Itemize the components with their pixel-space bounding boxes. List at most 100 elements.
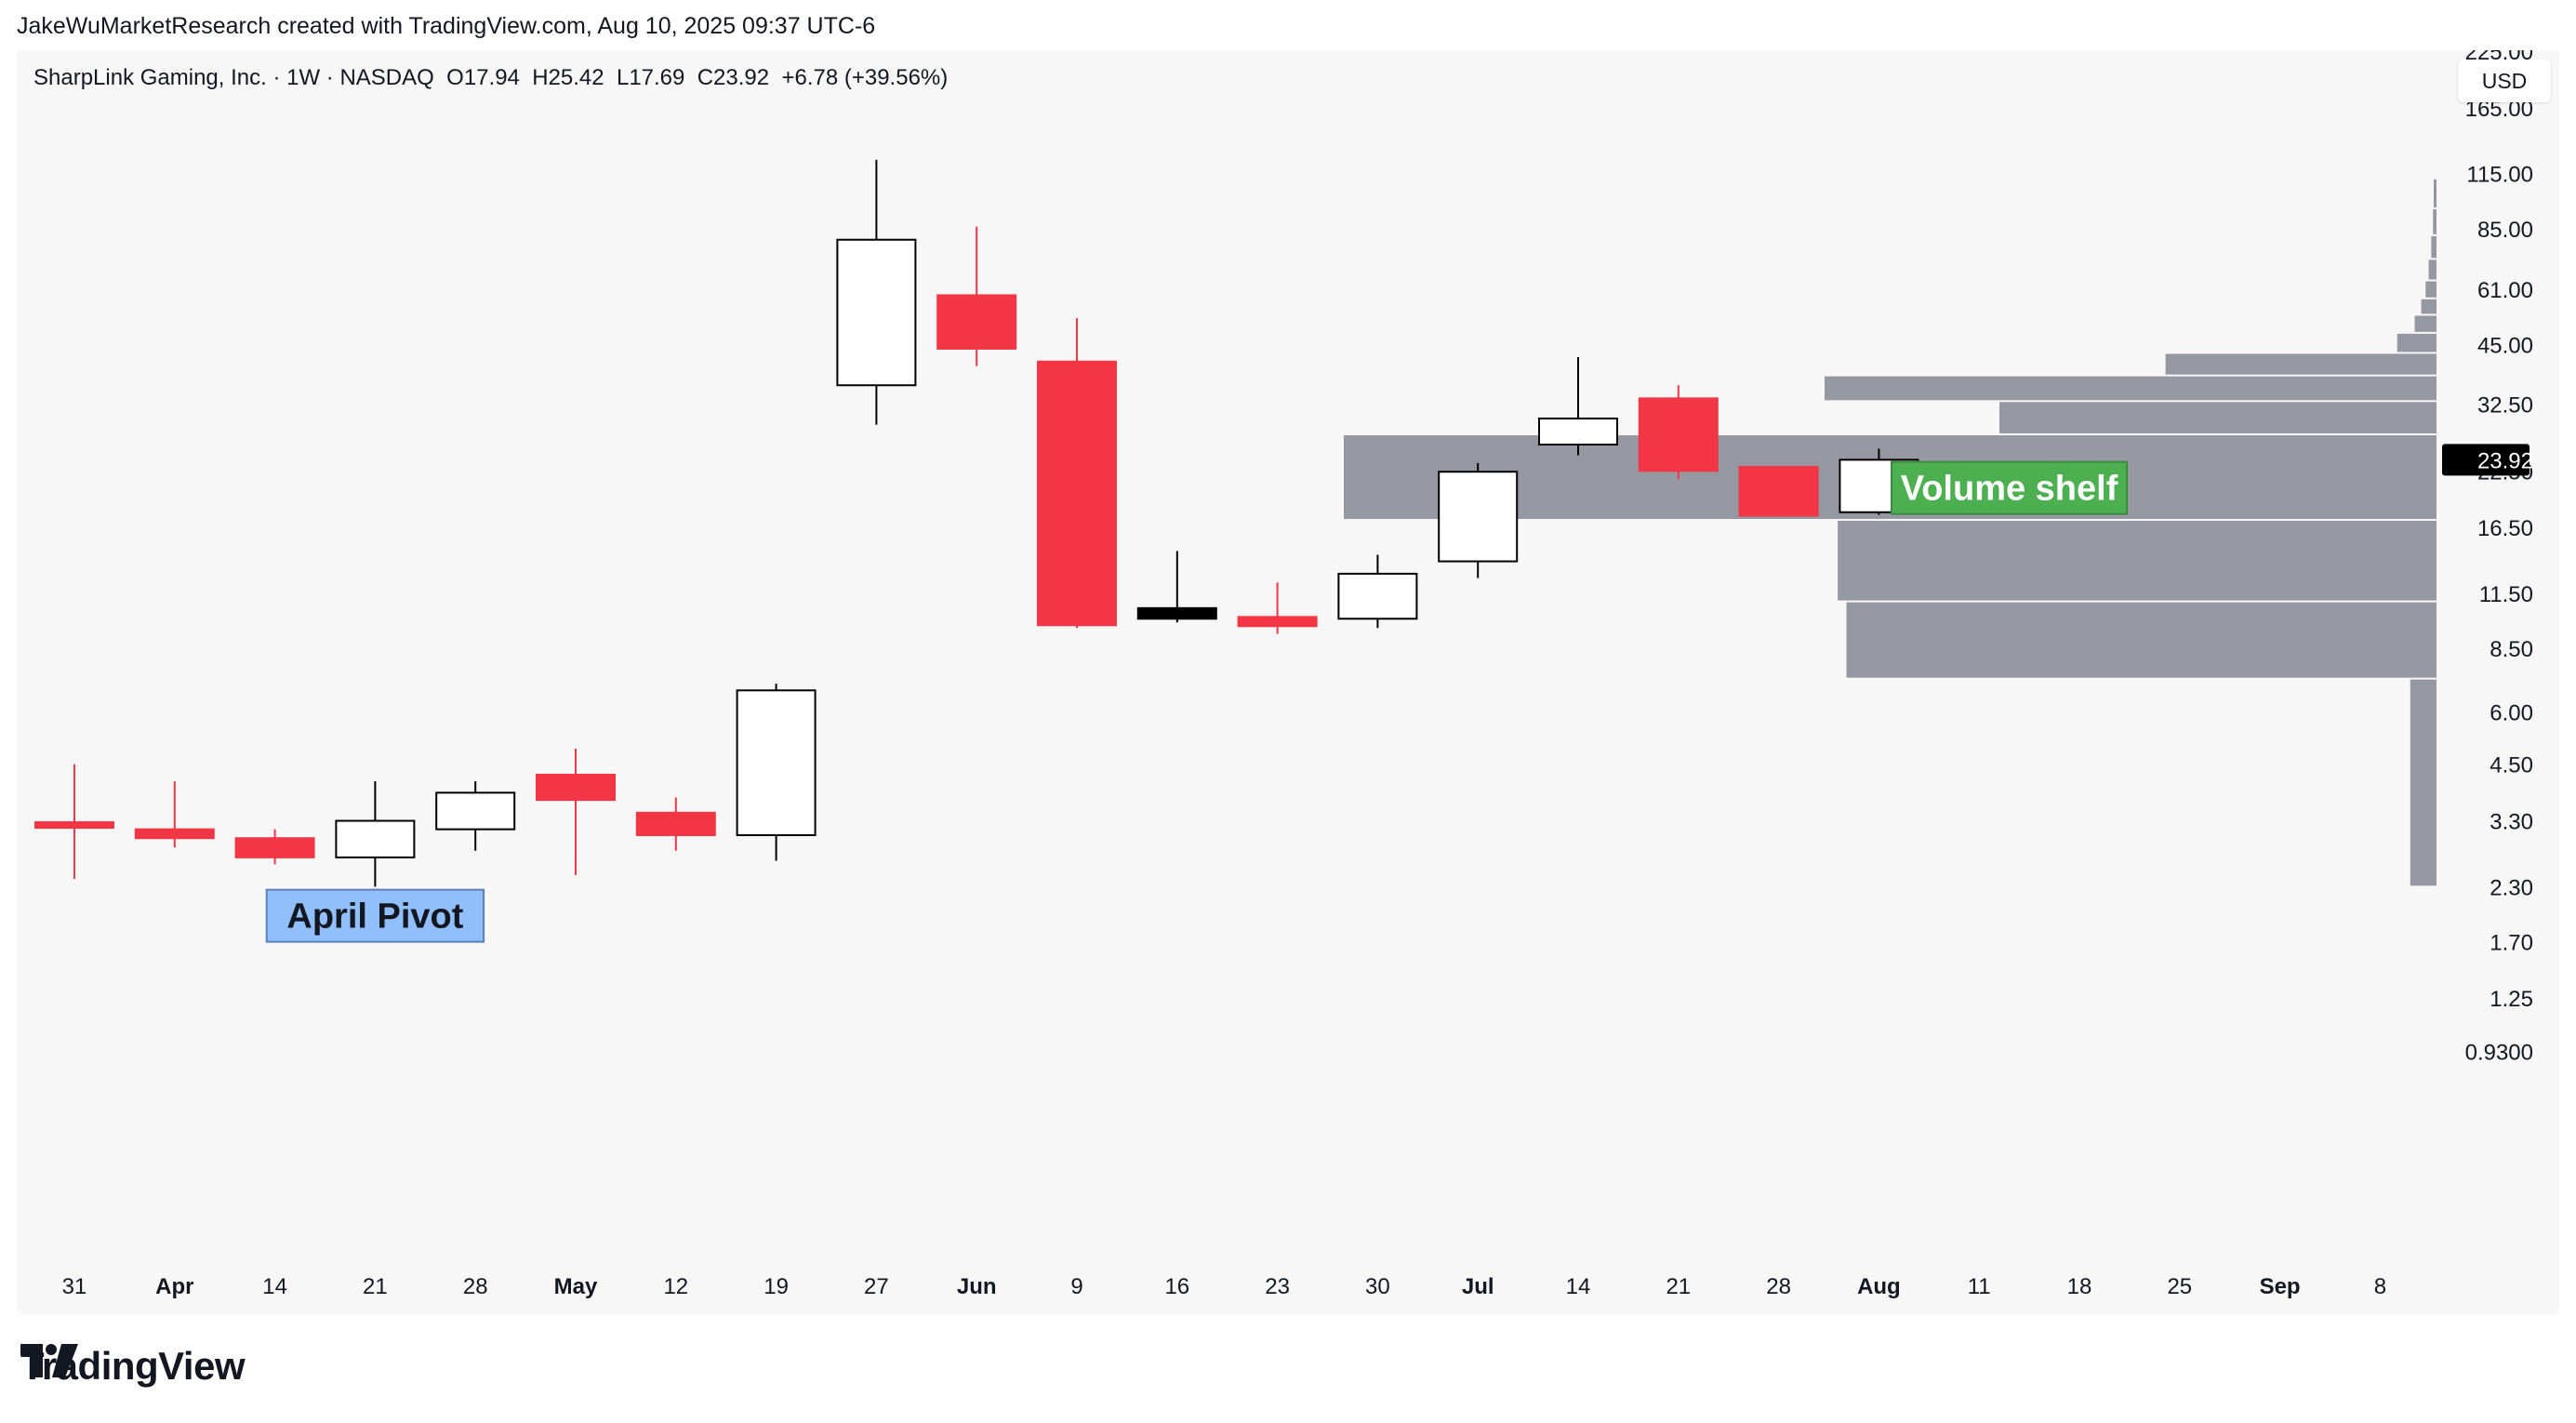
price-tick-label: 6.00 bbox=[2490, 700, 2533, 725]
volume-profile-bar bbox=[2397, 333, 2437, 352]
candle bbox=[635, 797, 716, 851]
volume-profile bbox=[1344, 179, 2437, 886]
price-tick-label: 2.30 bbox=[2490, 875, 2533, 900]
time-tick-label: 12 bbox=[663, 1274, 688, 1299]
time-tick-label: 28 bbox=[1766, 1274, 1791, 1299]
candle-body bbox=[936, 294, 1017, 350]
volume-profile-bar bbox=[2428, 259, 2437, 280]
price-tick-label: 11.50 bbox=[2479, 582, 2533, 607]
candle bbox=[736, 684, 817, 861]
candle-body bbox=[234, 837, 315, 858]
candle bbox=[936, 226, 1017, 366]
price-tick-label: 32.50 bbox=[2477, 392, 2533, 418]
candle-body bbox=[1337, 572, 1418, 620]
candle bbox=[34, 764, 114, 879]
candle-body bbox=[335, 819, 416, 858]
time-tick-label: 19 bbox=[764, 1274, 789, 1299]
volume-profile-bar bbox=[2434, 179, 2437, 208]
tradingview-logo[interactable]: TradingView bbox=[20, 1344, 246, 1389]
candle-body bbox=[836, 238, 917, 387]
candle-body bbox=[435, 791, 516, 831]
volume-profile-bar bbox=[2414, 315, 2437, 332]
candle bbox=[1337, 554, 1418, 629]
price-tick-label: 1.70 bbox=[2490, 931, 2533, 956]
time-tick-label: 27 bbox=[864, 1274, 889, 1299]
volume-profile-bar bbox=[2165, 353, 2437, 375]
candles bbox=[34, 159, 1919, 887]
volume-profile-bar bbox=[1846, 602, 2437, 678]
legend-symbol: SharpLink Gaming, Inc. · 1W · NASDAQ bbox=[33, 65, 434, 90]
candle bbox=[1037, 318, 1117, 629]
time-tick-label: 18 bbox=[2067, 1274, 2092, 1299]
candle-body bbox=[1037, 360, 1117, 627]
time-tick-label: 28 bbox=[463, 1274, 488, 1299]
candle bbox=[1538, 357, 1618, 456]
plot-area: April Pivot Volume shelf bbox=[34, 159, 2437, 943]
price-tick-label: 115.00 bbox=[2466, 163, 2533, 188]
legend-low: L17.69 bbox=[616, 65, 685, 90]
last-price-label-bg bbox=[2442, 444, 2530, 476]
price-tick-label: 61.00 bbox=[2477, 278, 2533, 303]
candle bbox=[234, 829, 315, 865]
candle-body bbox=[1538, 417, 1618, 446]
time-tick-label: 11 bbox=[1968, 1274, 1991, 1299]
candle-body bbox=[1438, 471, 1519, 563]
volume-profile-bar bbox=[1838, 520, 2437, 601]
price-tick-label: 4.50 bbox=[2490, 753, 2533, 778]
candle bbox=[335, 780, 416, 887]
candle-body bbox=[736, 689, 817, 836]
candle-body bbox=[1638, 397, 1719, 472]
candle bbox=[536, 749, 616, 875]
volume-profile-bar bbox=[2431, 235, 2437, 259]
time-tick-label: 14 bbox=[1566, 1274, 1591, 1299]
candle bbox=[435, 780, 516, 851]
candle-body bbox=[134, 828, 215, 840]
volume-shelf-text: Volume shelf bbox=[1901, 470, 2118, 509]
time-tick-label: 9 bbox=[1070, 1274, 1082, 1299]
time-tick-label: 25 bbox=[2167, 1274, 2192, 1299]
time-tick-label: Aug bbox=[1857, 1274, 1901, 1299]
candle bbox=[836, 159, 917, 425]
time-tick-label: Apr bbox=[155, 1274, 193, 1299]
candle-body bbox=[1237, 616, 1318, 628]
candle bbox=[1638, 385, 1719, 480]
time-tick-label: Jul bbox=[1462, 1274, 1494, 1299]
price-tick-label: 0.9300 bbox=[2465, 1041, 2533, 1066]
time-tick-label: 14 bbox=[262, 1274, 287, 1299]
currency-button[interactable]: USD bbox=[2458, 60, 2551, 102]
volume-shelf-box bbox=[1890, 460, 2129, 515]
legend-close: C23.92 bbox=[697, 65, 770, 90]
time-axis: 31 Apr 14 21 28 May 12 19 27 Jun 9 16 23 30 Jul 14 21 28 A… bbox=[62, 1274, 2386, 1299]
candle-body bbox=[34, 821, 114, 830]
legend-open: O17.94 bbox=[446, 65, 520, 90]
candle bbox=[134, 780, 215, 848]
volume-profile-bar bbox=[1825, 376, 2437, 401]
candle-body bbox=[536, 773, 616, 802]
candle bbox=[1136, 551, 1217, 623]
candle bbox=[1237, 582, 1318, 634]
symbol-legend: SharpLink Gaming, Inc. · 1W · NASDAQ O17… bbox=[33, 65, 948, 91]
time-tick-label: 31 bbox=[62, 1274, 87, 1299]
time-tick-label: 16 bbox=[1164, 1274, 1189, 1299]
legend-change: +6.78 (+39.56%) bbox=[781, 65, 949, 90]
candle-body bbox=[635, 811, 716, 836]
price-axis: 305.00225.00165.00115.0085.0061.0045.003… bbox=[2442, 50, 2533, 1066]
april-pivot-box bbox=[265, 888, 485, 943]
april-pivot-label: April Pivot bbox=[265, 888, 485, 943]
price-tick-label: 8.50 bbox=[2490, 637, 2533, 662]
candle bbox=[1738, 466, 1819, 517]
volume-profile-bar bbox=[2425, 281, 2437, 298]
time-tick-label: Sep bbox=[2260, 1274, 2301, 1299]
legend-high: H25.42 bbox=[532, 65, 604, 90]
volume-shelf-label: Volume shelf bbox=[1890, 460, 2129, 515]
volume-profile-bar bbox=[1999, 402, 2437, 434]
time-tick-label: Jun bbox=[957, 1274, 997, 1299]
price-tick-label: 45.00 bbox=[2477, 334, 2533, 359]
tradingview-logo-icon bbox=[20, 1344, 78, 1377]
price-tick-label: 16.50 bbox=[2477, 516, 2533, 541]
last-price-label: 23.92 bbox=[2477, 448, 2533, 473]
time-tick-label: 30 bbox=[1365, 1274, 1390, 1299]
price-tick-label: 85.00 bbox=[2477, 218, 2533, 243]
